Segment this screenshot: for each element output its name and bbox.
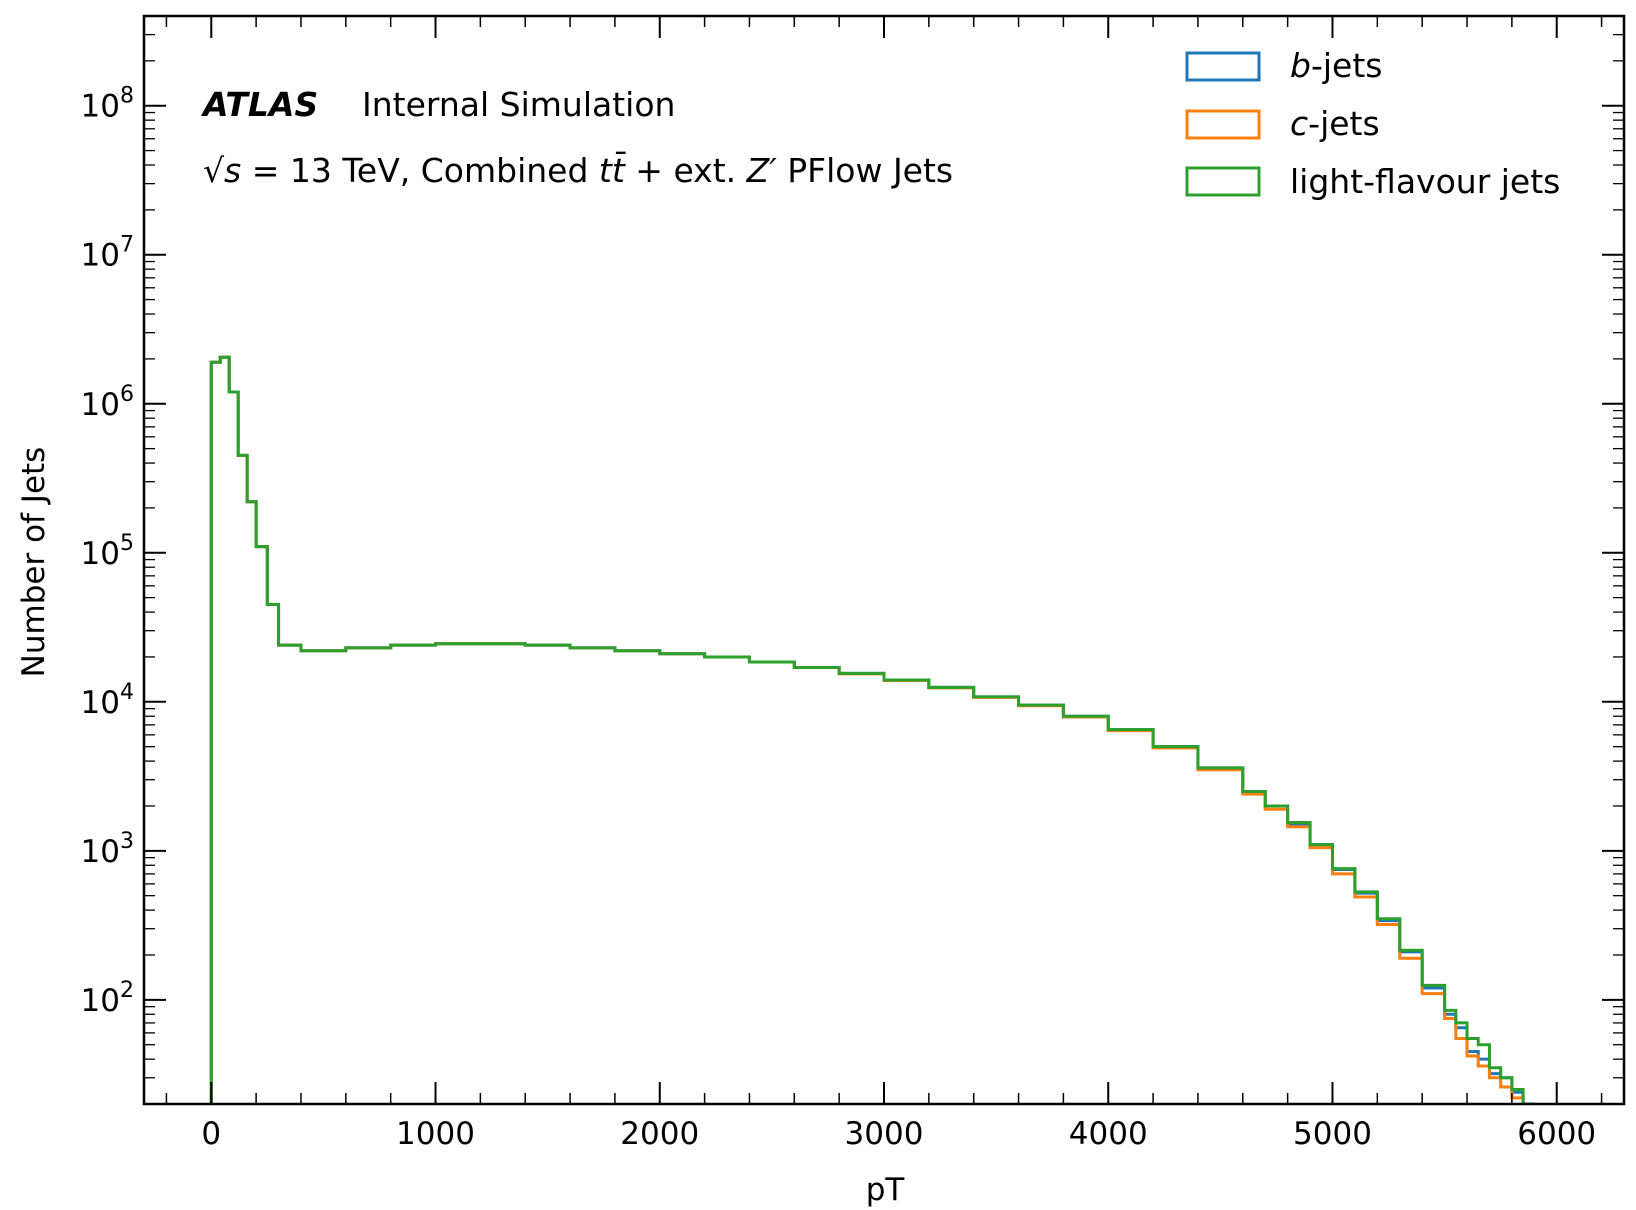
legend-label-c-rest: -jets bbox=[1308, 104, 1380, 143]
legend-swatch-c-jets bbox=[1185, 109, 1261, 140]
y-tick-label: 107 bbox=[81, 233, 134, 274]
svg-text:b-jets: b-jets bbox=[1290, 46, 1382, 85]
legend-label-b-rest: -jets bbox=[1311, 46, 1383, 85]
y-tick-label: 105 bbox=[81, 531, 134, 572]
svg-text:√s = 13 TeV, Combined tt̄ + e: √s = 13 TeV, Combined tt̄ + ext. Z′ PFlo… bbox=[203, 150, 953, 190]
svg-text:c-jets: c-jets bbox=[1290, 104, 1380, 143]
x-axis-title: pT bbox=[866, 1172, 906, 1208]
legend-entry-b-jets: b-jets bbox=[1185, 46, 1382, 85]
atlas-label: ATLAS Internal Simulation bbox=[200, 85, 675, 124]
legend-entry-light-jets: light-flavour jets bbox=[1185, 162, 1560, 201]
ticks-layer: 0 1000 2000 3000 4000 5000 6000 102 103 104 105 106… bbox=[81, 15, 1624, 1152]
legend-label-b-italic: b bbox=[1290, 46, 1311, 85]
y-tick-label: 104 bbox=[81, 680, 134, 721]
atlas-bold-label: ATLAS bbox=[200, 85, 318, 124]
energy-label-sqrt: √ bbox=[203, 151, 225, 190]
legend-swatch-light-jets bbox=[1185, 166, 1261, 197]
y-axis-title: Number of Jets bbox=[16, 447, 52, 678]
y-tick-label: 108 bbox=[81, 84, 134, 125]
energy-label: √s = 13 TeV, Combined tt̄ + ext. Z′ PFlo… bbox=[203, 150, 953, 190]
series-light-flavour-jets-line bbox=[209, 355, 1535, 1104]
legend-entry-c-jets: c-jets bbox=[1185, 104, 1380, 143]
energy-label-eq: = 13 TeV, Combined bbox=[241, 151, 599, 190]
atlas-sublabel: Internal Simulation bbox=[362, 85, 675, 124]
series-c-jets-line bbox=[209, 355, 1535, 1104]
x-tick-label: 3000 bbox=[845, 1116, 924, 1152]
series-layer bbox=[209, 355, 1535, 1104]
legend-label-c-italic: c bbox=[1290, 104, 1308, 143]
y-tick-label: 103 bbox=[81, 829, 134, 870]
x-tick-label: 2000 bbox=[620, 1116, 699, 1152]
legend: b-jets c-jets light-flavour jets bbox=[1185, 46, 1560, 201]
x-tick-label: 6000 bbox=[1517, 1116, 1596, 1152]
y-tick-label: 102 bbox=[81, 978, 134, 1019]
energy-label-rest: PFlow Jets bbox=[777, 151, 953, 190]
x-tick-label: 0 bbox=[201, 1116, 221, 1152]
plot-frame bbox=[142, 14, 1626, 1106]
energy-label-plus: + ext. bbox=[625, 151, 747, 190]
energy-label-s: s bbox=[224, 151, 241, 190]
legend-swatch-b-jets bbox=[1185, 51, 1261, 82]
x-tick-label: 4000 bbox=[1069, 1116, 1148, 1152]
energy-label-z: Z′ bbox=[746, 151, 778, 190]
energy-label-t: t bbox=[599, 151, 613, 190]
series-b-jets-line bbox=[209, 355, 1535, 1104]
svg-text:light-flavour jets: light-flavour jets bbox=[1290, 162, 1560, 201]
x-tick-label: 1000 bbox=[396, 1116, 475, 1152]
energy-label-tbar: t̄ bbox=[612, 150, 627, 190]
legend-label-light-rest: light-flavour jets bbox=[1290, 162, 1560, 201]
y-tick-label: 106 bbox=[81, 382, 134, 423]
x-tick-label: 5000 bbox=[1293, 1116, 1372, 1152]
